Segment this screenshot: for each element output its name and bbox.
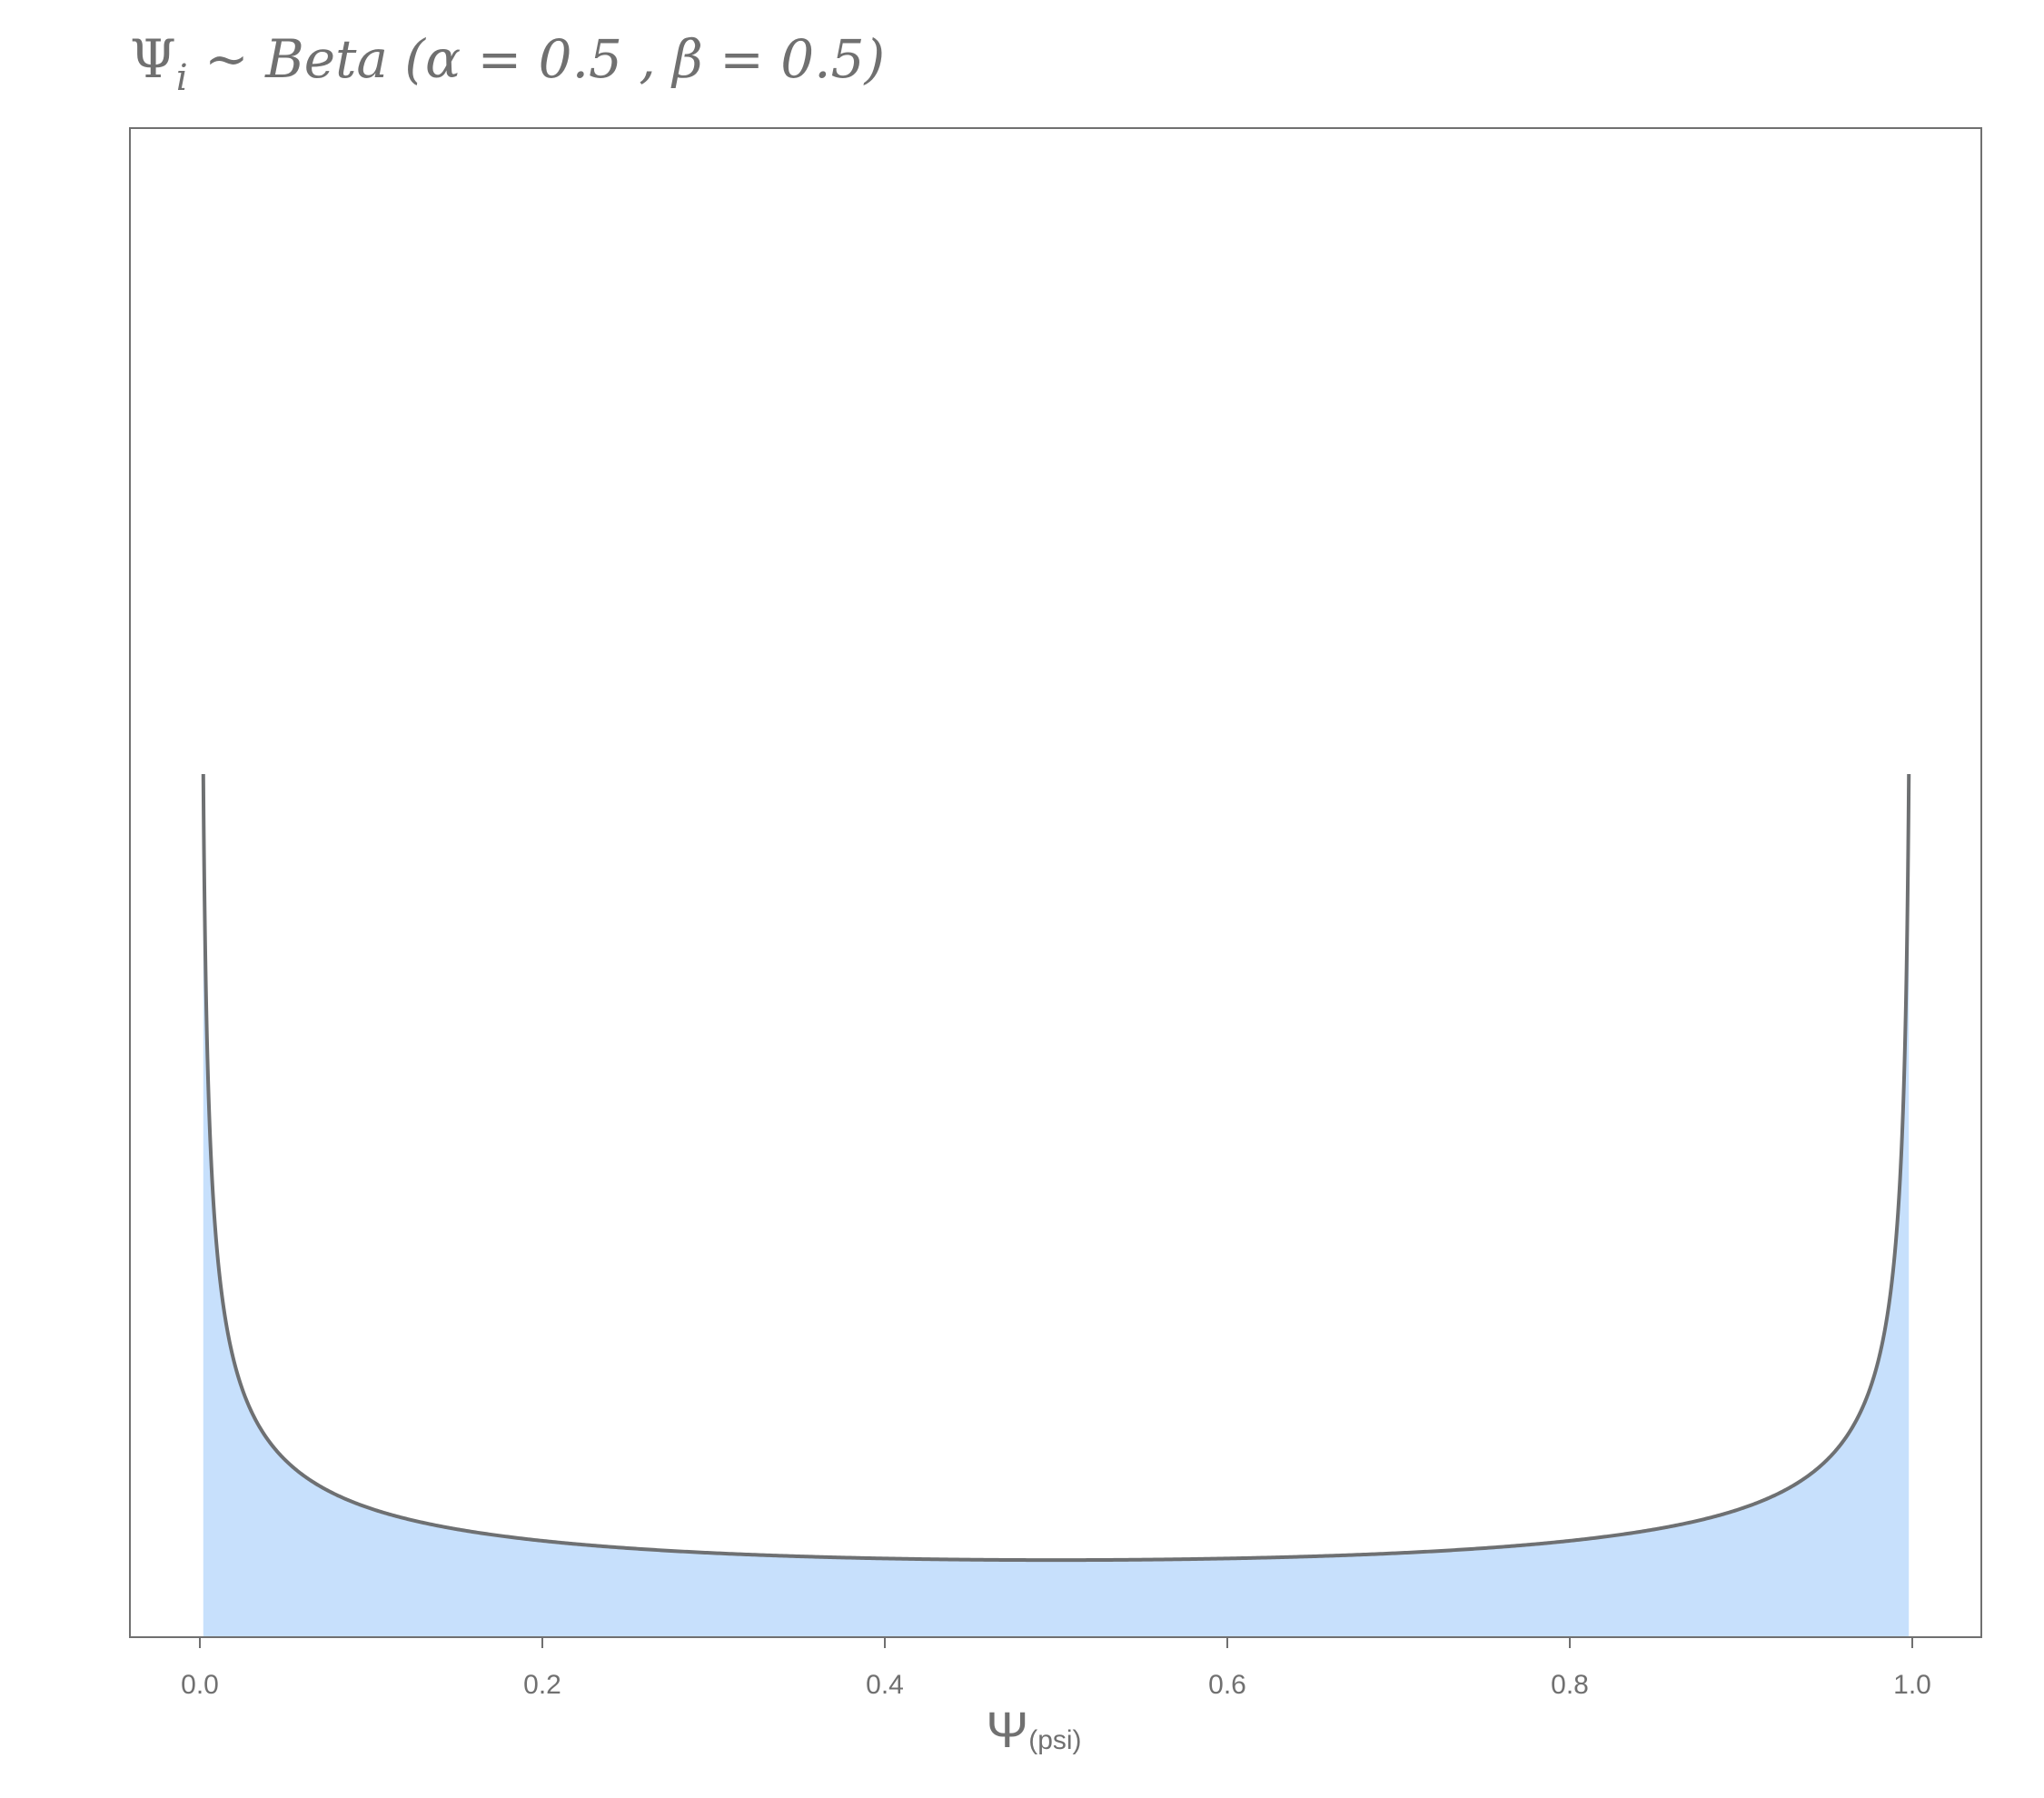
density-curve [201, 772, 1911, 1563]
plot-frame [129, 127, 1982, 1638]
title-rest: ~ Beta (α = 0.5 , β = 0.5) [188, 28, 885, 90]
title-psi: Ψ [130, 28, 176, 90]
xlabel-psi: Ψ [986, 1701, 1028, 1758]
plot-area [201, 772, 1911, 1637]
x-tick-label: 0.0 [181, 1670, 219, 1700]
x-tick-label: 1.0 [1893, 1670, 1931, 1700]
x-tick-label: 0.6 [1208, 1670, 1246, 1700]
xlabel-subscript: (psi) [1028, 1725, 1081, 1755]
x-tick-label: 0.8 [1551, 1670, 1589, 1700]
x-axis-title: Ψ(psi) [986, 1701, 1081, 1758]
title-subscript: i [176, 57, 188, 99]
chart-title: Ψi ~ Beta (α = 0.5 , β = 0.5) [130, 28, 885, 99]
x-axis: 0.0 0.2 0.4 0.6 0.8 1.0 [181, 1637, 1931, 1700]
x-tick-label: 0.2 [523, 1670, 561, 1700]
density-fill-area [203, 774, 1910, 1637]
x-tick-label: 0.4 [866, 1670, 904, 1700]
